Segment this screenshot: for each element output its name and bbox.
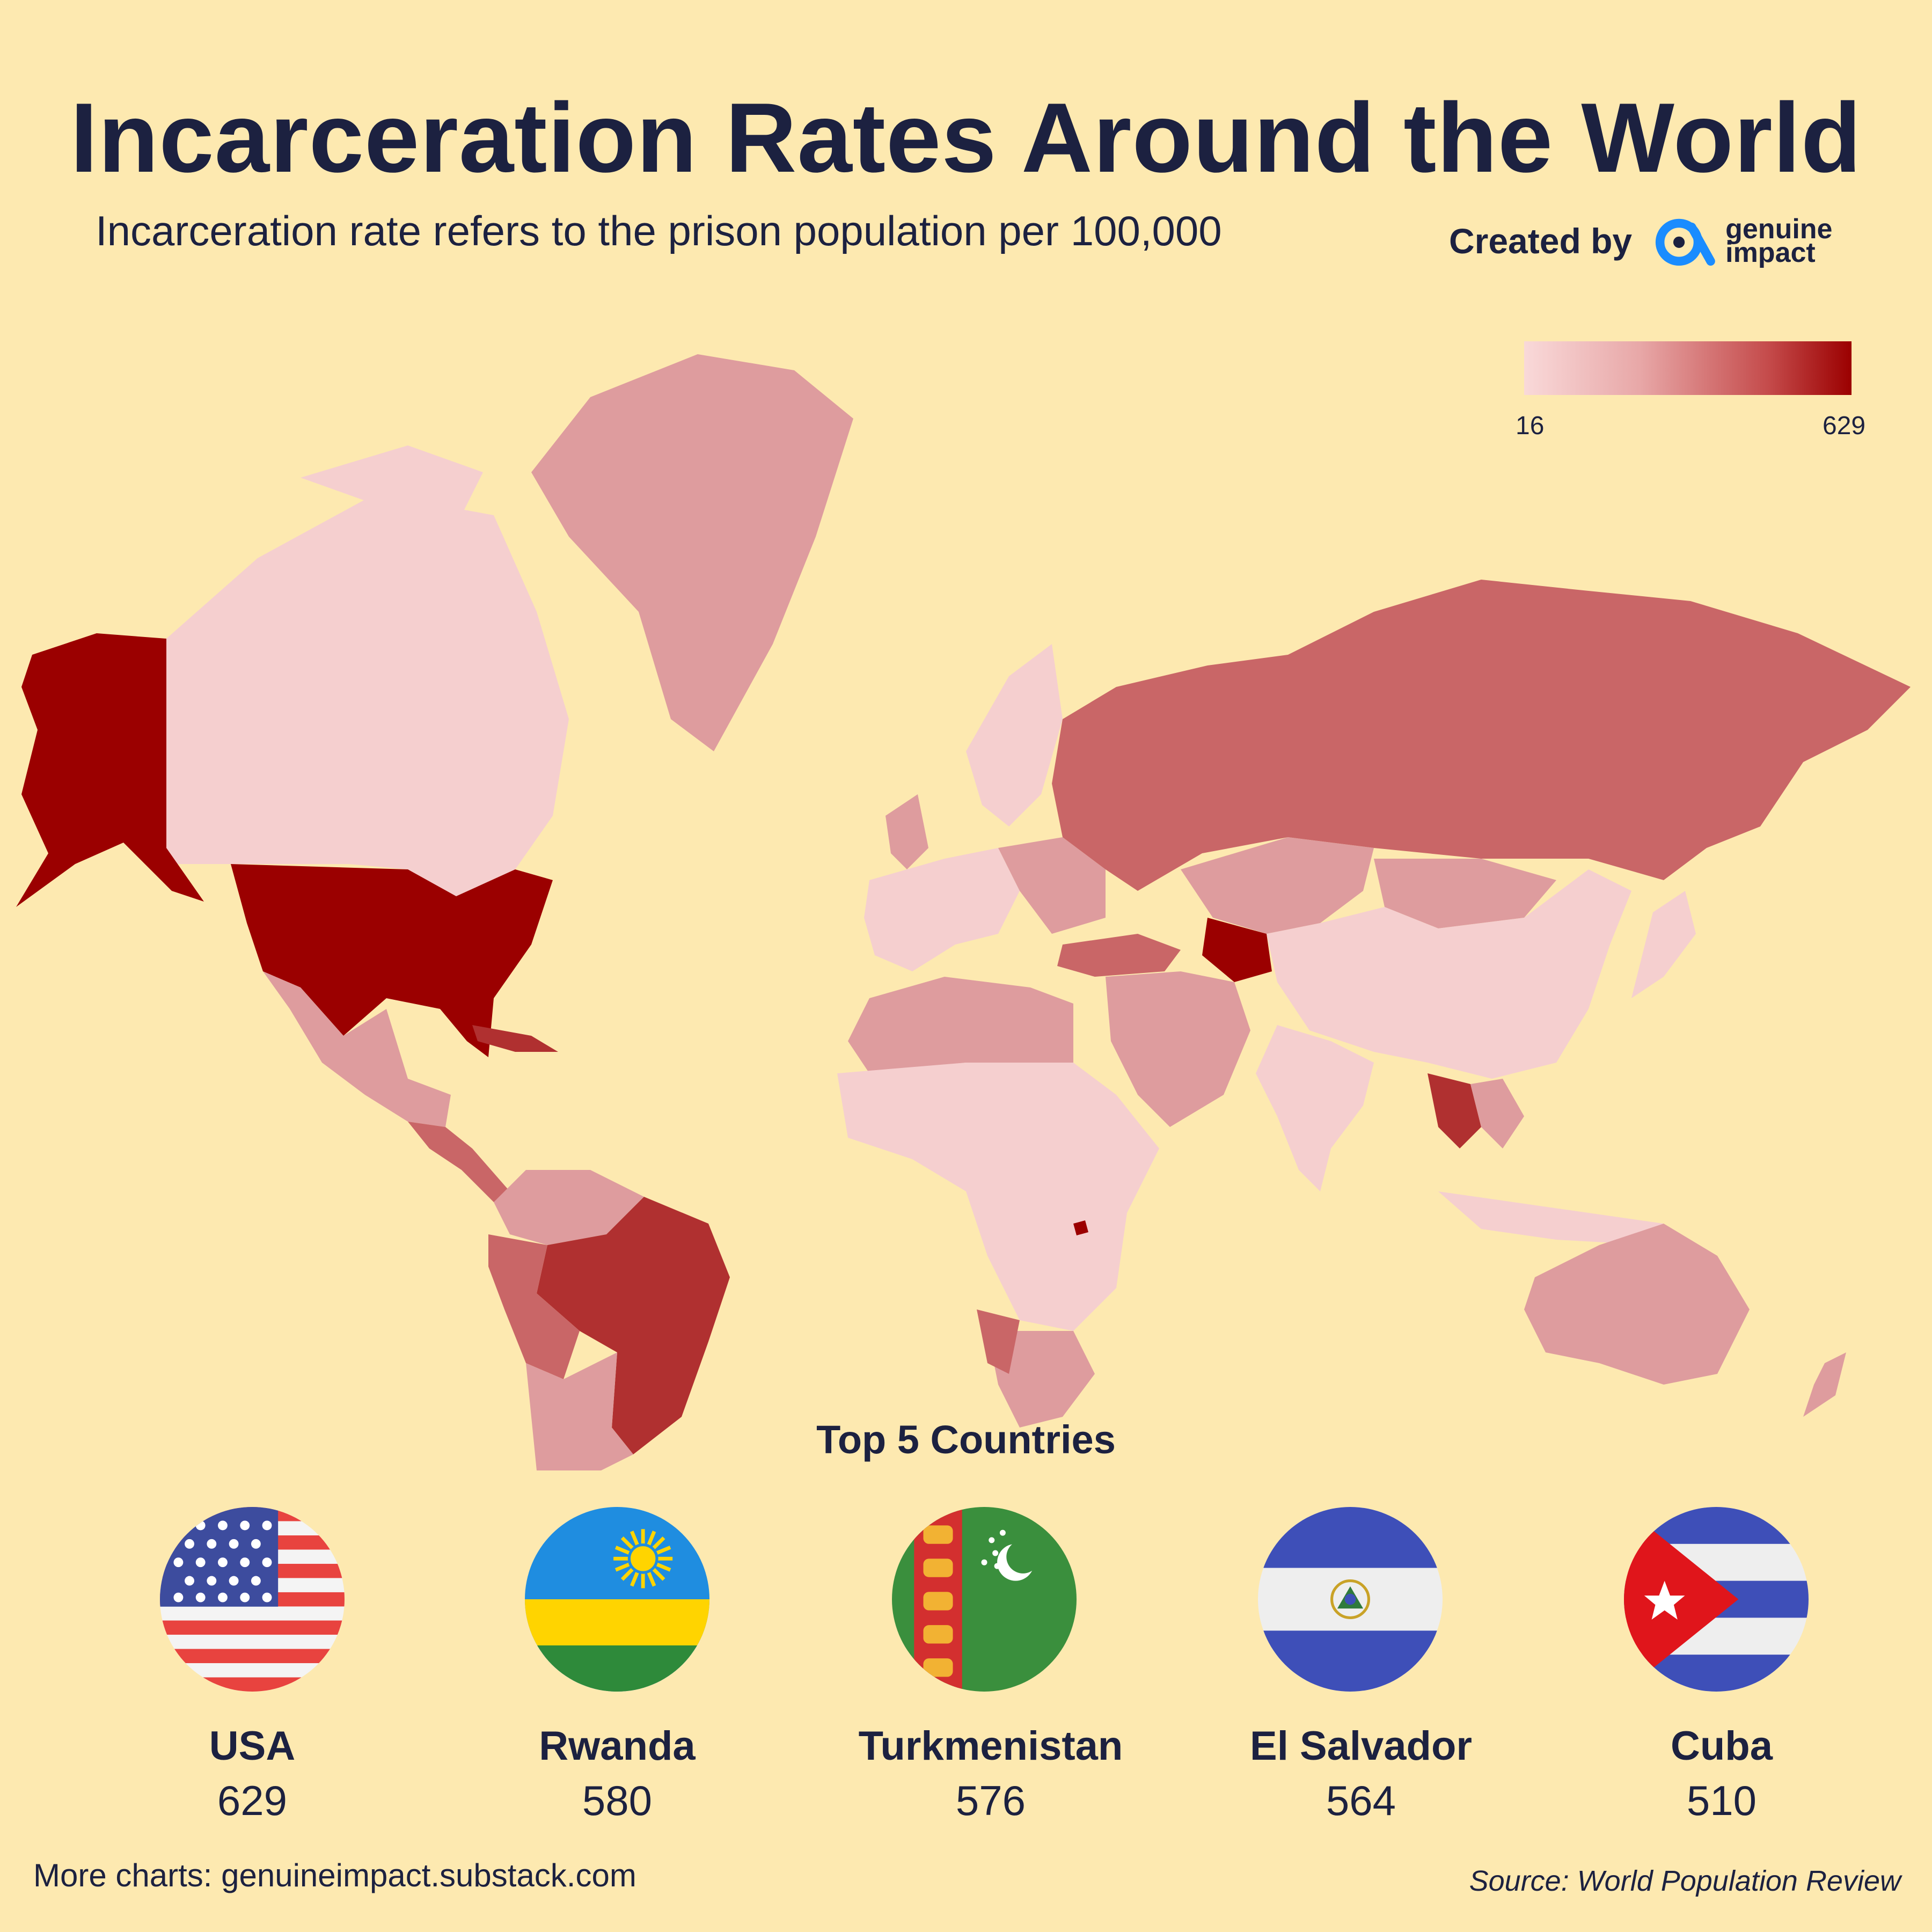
- country-value-cuba: 510: [1686, 1777, 1757, 1824]
- cuba-shape: [472, 1025, 558, 1052]
- southern-cone-shape: [526, 1352, 633, 1470]
- colombia-venezuela-shape: [494, 1170, 644, 1245]
- australia-shape: [1524, 1224, 1750, 1385]
- genuine-impact-logo-icon: [1656, 218, 1715, 266]
- cuba-flag-icon: [1624, 1507, 1809, 1692]
- thailand-shape: [1428, 1073, 1481, 1148]
- country-name-turkmenistan: Turkmenistan: [858, 1723, 1123, 1769]
- uk-shape: [885, 794, 928, 869]
- middle-east-shape: [1106, 971, 1250, 1127]
- page-subtitle: Incarceration rate refers to the prison …: [96, 207, 1222, 254]
- alaska-shape: [16, 633, 204, 907]
- greenland-shape: [531, 354, 853, 751]
- rwanda-flag-icon: [525, 1507, 709, 1692]
- country-name-el-salvador: El Salvador: [1250, 1723, 1472, 1769]
- page-title: Incarceration Rates Around the World: [70, 82, 1862, 193]
- country-value-el-salvador: 564: [1326, 1777, 1396, 1824]
- credit-label: Created by: [1449, 221, 1633, 261]
- country-value-rwanda: 580: [582, 1777, 653, 1824]
- brand-name: genuine impact: [1725, 214, 1833, 268]
- turkey-shape: [1057, 934, 1181, 977]
- usa-shape: [231, 864, 553, 1057]
- turkmenistan-shape: [1202, 918, 1272, 982]
- country-name-cuba: Cuba: [1671, 1723, 1773, 1769]
- kazakhstan-shape: [1181, 837, 1374, 934]
- brazil-shape: [537, 1197, 730, 1454]
- top5-heading: Top 5 Countries: [816, 1417, 1116, 1462]
- legend-min-label: 16: [1516, 412, 1545, 440]
- mexico-shape: [263, 971, 451, 1127]
- country-value-turkmenistan: 576: [955, 1777, 1026, 1824]
- india-shape: [1256, 1025, 1374, 1191]
- new-zealand-shape: [1803, 1352, 1846, 1417]
- country-value-usa: 629: [217, 1777, 288, 1824]
- mongolia-shape: [1374, 859, 1556, 928]
- world-choropleth-map: [16, 354, 1911, 1470]
- source-note: Source: World Population Review: [1469, 1865, 1901, 1897]
- brand-line-2: impact: [1725, 237, 1816, 268]
- central-africa-shape: [837, 1063, 1159, 1331]
- arctic-islands-shape: [301, 445, 483, 515]
- japan-shape: [1631, 891, 1696, 998]
- scandinavia-shape: [966, 644, 1063, 826]
- north-africa-shape: [848, 977, 1073, 1073]
- peru-bolivia-shape: [488, 1234, 580, 1379]
- namibia-shape: [977, 1309, 1020, 1374]
- western-europe-shape: [864, 848, 1020, 971]
- central-america-shape: [408, 1122, 510, 1202]
- country-name-usa: USA: [209, 1723, 296, 1769]
- rwanda-shape: [1073, 1220, 1088, 1235]
- china-shape: [1267, 869, 1631, 1079]
- southern-africa-shape: [987, 1331, 1095, 1428]
- russia-shape: [1052, 580, 1911, 891]
- legend-color-scale: [1524, 341, 1851, 395]
- brand-line-1: genuine: [1725, 214, 1833, 245]
- eastern-europe-shape: [998, 837, 1106, 934]
- indonesia-shape: [1438, 1191, 1664, 1245]
- turkmenistan-flag-icon: [892, 1507, 1077, 1692]
- credit-block: Created by genuine impact: [1449, 209, 1832, 273]
- usa-flag-icon: [160, 1507, 345, 1692]
- indochina-shape: [1470, 1079, 1524, 1148]
- more-charts-link[interactable]: More charts: genuineimpact.substack.com: [33, 1857, 636, 1893]
- canada-shape: [166, 494, 569, 896]
- el-salvador-flag-icon: [1258, 1507, 1443, 1692]
- country-name-rwanda: Rwanda: [539, 1723, 696, 1769]
- legend-max-label: 629: [1823, 412, 1866, 440]
